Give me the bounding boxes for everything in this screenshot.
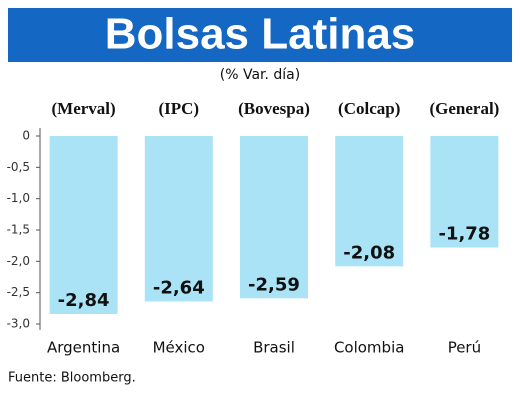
bar bbox=[430, 136, 499, 248]
x-tick-label: Argentina bbox=[47, 339, 120, 357]
source: Fuente: Bloomberg. bbox=[8, 371, 136, 386]
index-label: (Merval) bbox=[52, 99, 116, 118]
x-tick-label: Perú bbox=[448, 339, 481, 357]
index-label: (IPC) bbox=[158, 99, 199, 118]
bar bbox=[49, 136, 118, 314]
y-tick-label: -3,0 bbox=[7, 317, 30, 331]
x-tick-label: Brasil bbox=[253, 339, 295, 357]
chart-subtitle: (% Var. día) bbox=[220, 67, 300, 83]
y-tick-label: 0 bbox=[22, 129, 30, 143]
index-label: (General) bbox=[429, 99, 499, 118]
index-label: (Colcap) bbox=[338, 99, 400, 118]
value-label: -2,59 bbox=[248, 274, 300, 295]
value-label: -2,08 bbox=[343, 242, 395, 263]
title-banner bbox=[8, 8, 512, 62]
y-tick-label: -2,0 bbox=[7, 254, 30, 268]
y-tick-label: -2,5 bbox=[7, 285, 30, 299]
y-tick-label: -1,5 bbox=[7, 223, 30, 237]
index-label: (Bovespa) bbox=[238, 99, 310, 118]
value-label: -1,78 bbox=[438, 224, 490, 245]
y-tick-label: -0,5 bbox=[7, 160, 30, 174]
bar bbox=[240, 136, 308, 299]
x-tick-label: Colombia bbox=[334, 339, 405, 357]
value-label: -2,64 bbox=[153, 277, 205, 298]
bar bbox=[335, 136, 404, 267]
chart-title: Bolsas Latinas bbox=[105, 10, 416, 59]
bar bbox=[144, 136, 213, 302]
value-label: -2,84 bbox=[58, 290, 110, 311]
y-tick-label: -1,0 bbox=[7, 191, 30, 205]
x-tick-label: México bbox=[153, 339, 205, 357]
